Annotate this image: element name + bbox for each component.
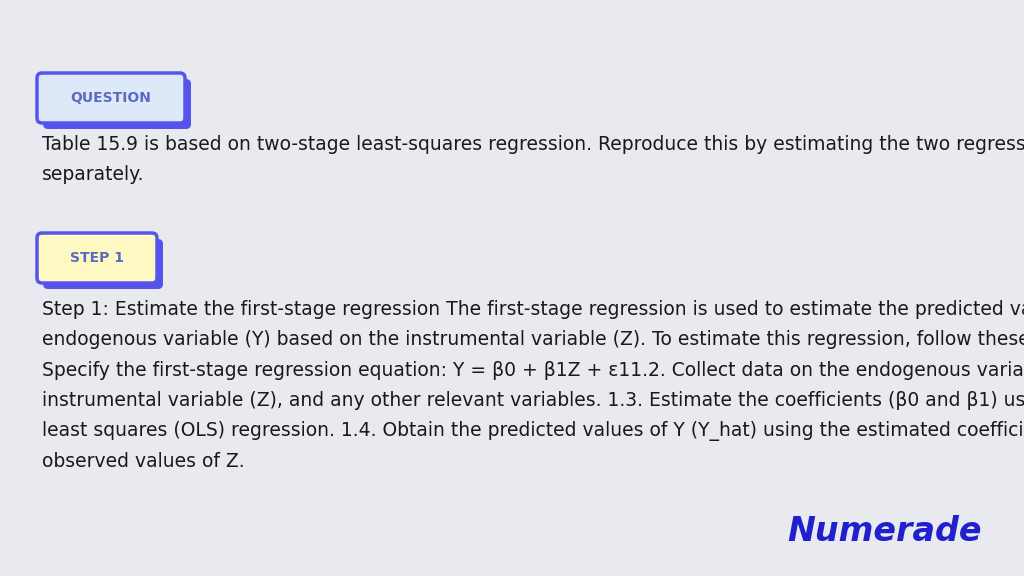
FancyBboxPatch shape bbox=[37, 233, 157, 283]
FancyBboxPatch shape bbox=[37, 73, 185, 123]
FancyBboxPatch shape bbox=[43, 239, 163, 289]
Text: Numerade: Numerade bbox=[787, 515, 982, 548]
Text: Step 1: Estimate the first-stage regression The first-stage regression is used t: Step 1: Estimate the first-stage regress… bbox=[42, 300, 1024, 471]
Text: QUESTION: QUESTION bbox=[71, 91, 152, 105]
Text: STEP 1: STEP 1 bbox=[70, 251, 124, 265]
Text: Table 15.9 is based on two-stage least-squares regression. Reproduce this by est: Table 15.9 is based on two-stage least-s… bbox=[42, 135, 1024, 184]
FancyBboxPatch shape bbox=[43, 79, 191, 129]
